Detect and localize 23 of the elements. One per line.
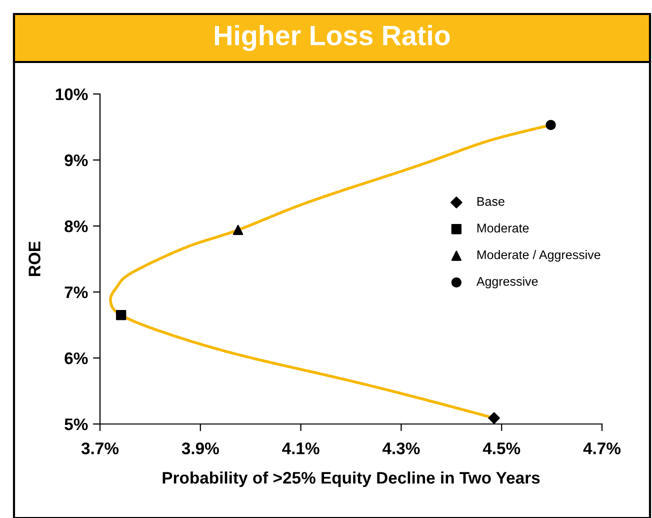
point [116, 310, 126, 320]
y-axis-title: ROE [28, 242, 40, 276]
point [546, 120, 556, 130]
chart-title: Higher Loss Ratio [215, 24, 450, 52]
point [232, 224, 244, 236]
x-tick-label: 4.5% [482, 442, 520, 454]
y-tick-label: 7% [64, 286, 88, 298]
x-tick-label: 4.1% [282, 442, 320, 454]
legend-label: Moderate / Aggressive [477, 250, 600, 262]
y-tick-label: 10% [56, 88, 88, 100]
x-tick-label: 3.9% [182, 442, 219, 454]
x-tick-label: 3.7% [81, 442, 119, 454]
x-tick-label: 4.3% [382, 442, 420, 454]
y-tick-label: 5% [64, 418, 88, 430]
y-tick-label: 9% [64, 154, 88, 166]
x-axis-title: Probability of >25% Equity Decline in Two Years [162, 471, 540, 488]
y-tick-label: 8% [64, 220, 88, 232]
legend-label: Aggressive [476, 276, 538, 288]
y-tick-label: 6% [64, 352, 88, 364]
legend-label: Moderate [477, 223, 529, 233]
legend-label: Base [477, 197, 504, 206]
x-tick-label: 4.7% [583, 442, 621, 454]
point [488, 412, 500, 424]
